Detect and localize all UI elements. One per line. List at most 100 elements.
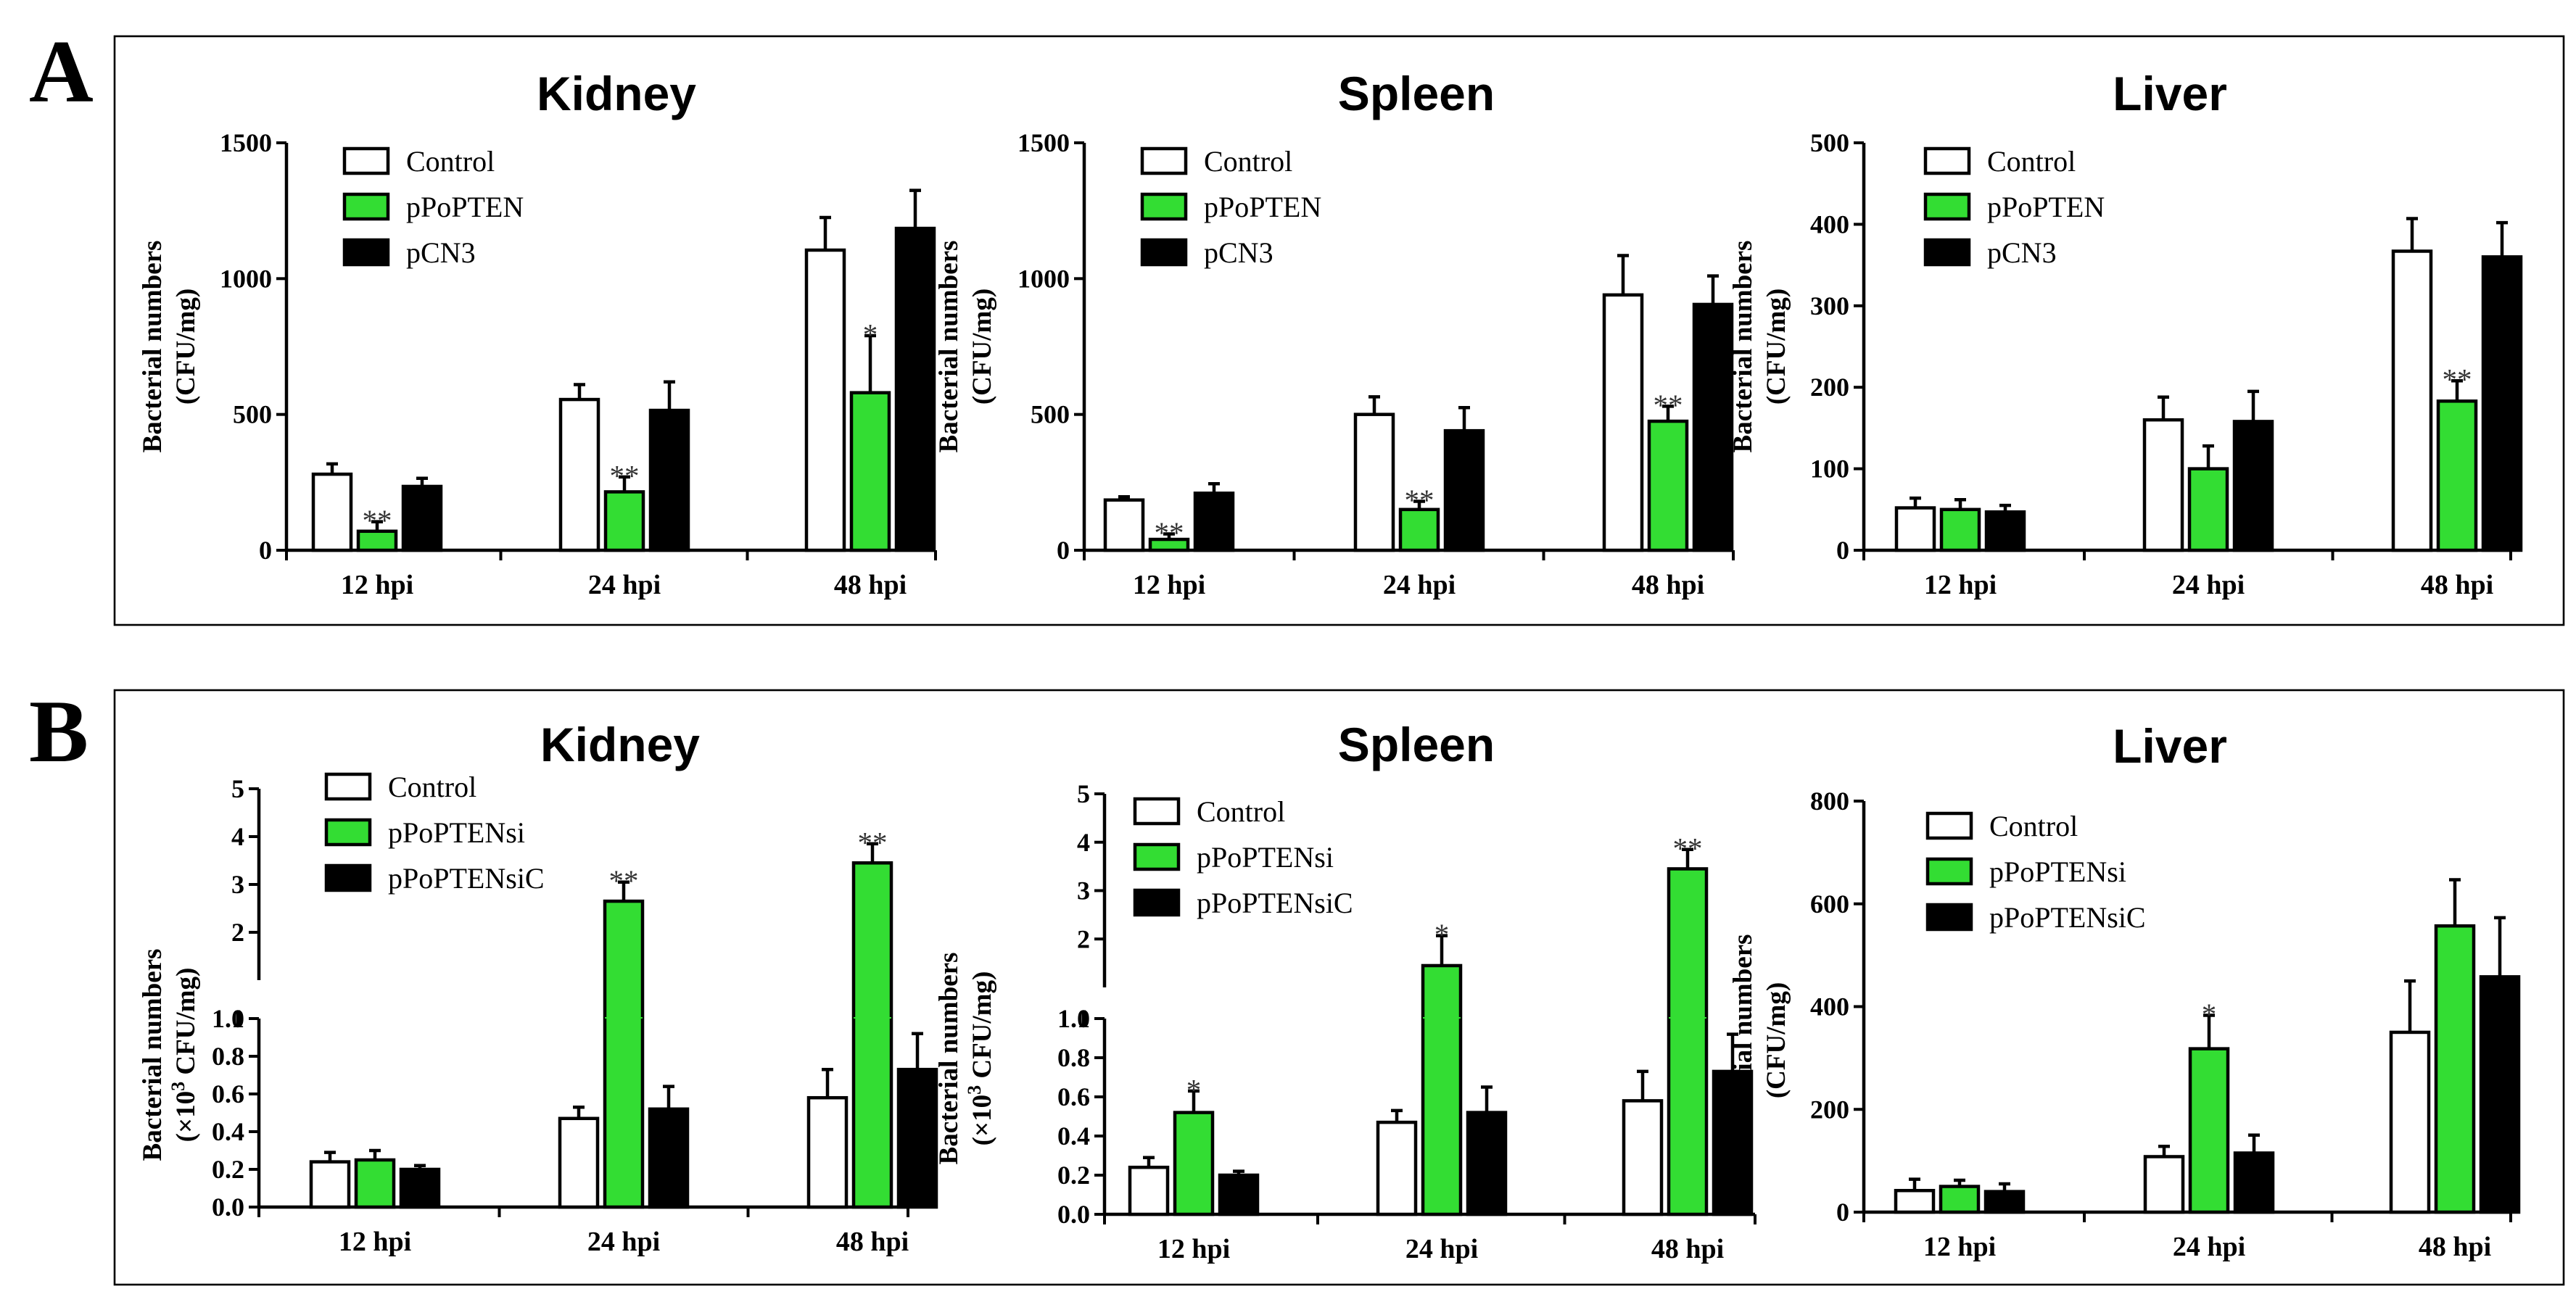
- error-bar: [414, 1164, 426, 1169]
- significance-mark: **: [363, 504, 392, 537]
- error-bar: [1458, 406, 1470, 431]
- y-tick-label: 4: [1077, 828, 1090, 857]
- error-bar: [2203, 444, 2214, 469]
- error-bar: [1909, 1177, 1920, 1191]
- error-bar: [2494, 916, 2506, 977]
- significance-mark: **: [610, 459, 640, 492]
- error-bar: [371, 520, 383, 531]
- bar-ppoptensi: [2188, 1047, 2230, 1214]
- error-bar: [2158, 1145, 2170, 1157]
- significance-mark: **: [609, 864, 639, 897]
- y-tick-label: 0.8: [1057, 1043, 1090, 1072]
- error-bar: [1910, 496, 1921, 508]
- legend-entry: Control: [1987, 145, 2076, 178]
- error-bar: [912, 1032, 923, 1070]
- error-bar: [369, 1148, 381, 1160]
- bar-pcn3: [2232, 420, 2274, 552]
- legend-swatch-ppopten: [1140, 192, 1188, 221]
- bar-control: [1128, 1165, 1170, 1216]
- bar-ppopten: [849, 391, 891, 552]
- y-axis-label-line1: Bacterial numbers: [1728, 241, 1758, 453]
- chart-title: Spleen: [1338, 718, 1495, 771]
- error-bar: [1954, 1178, 1965, 1187]
- x-category-label: 48 hpi: [1651, 1234, 1724, 1264]
- error-bar: [1707, 274, 1719, 304]
- bar-control: [311, 472, 353, 552]
- error-bar: [2404, 979, 2416, 1032]
- y-axis-label-sup: 3: [964, 1085, 985, 1095]
- legend-entry: Control: [388, 771, 476, 803]
- y-tick-label: 2: [1077, 924, 1090, 953]
- x-category-label: 24 hpi: [587, 1227, 660, 1257]
- bar-ppoptensic: [1983, 1190, 2026, 1214]
- y-tick-label: 0.2: [1057, 1161, 1090, 1190]
- y-tick-label: 400: [1810, 210, 1849, 239]
- y-tick-label: 1: [231, 1004, 244, 1033]
- significance-mark: **: [2443, 362, 2472, 396]
- error-bar: [1118, 494, 1130, 500]
- bar-ppoptensi: [2434, 924, 2476, 1214]
- y-axis-label-line2: (CFU/mg): [967, 289, 997, 405]
- y-axis-label: Bacterial numbers (×103 CFU/mg): [138, 949, 201, 1161]
- legend-swatch-ppoptensi: [324, 818, 372, 847]
- y-tick-label: 200: [1810, 1095, 1849, 1124]
- error-bar: [909, 188, 921, 229]
- y-tick-label: 3: [1077, 876, 1090, 905]
- y-tick-label: 500: [1810, 128, 1849, 157]
- panel-a-frame: [113, 35, 2565, 626]
- error-bar: [1143, 1156, 1155, 1168]
- y-tick-label: 1: [1077, 1004, 1090, 1033]
- x-category-label: 12 hpi: [341, 570, 413, 600]
- legend-swatch-ppoptensic: [324, 863, 372, 892]
- legend-swatch-control: [342, 146, 390, 175]
- legend-entry: Control: [1204, 145, 1292, 178]
- x-category-label: 48 hpi: [1632, 570, 1704, 600]
- y-axis-label-line1: Bacterial numbers: [934, 241, 964, 453]
- error-bar: [1391, 1108, 1403, 1123]
- bar-ppoptensi: [851, 861, 893, 1209]
- legend-entry: pPoPTENsi: [388, 816, 525, 849]
- chart-title: Kidney: [537, 67, 696, 120]
- legend-swatch-ppopten: [342, 192, 390, 221]
- error-bar: [618, 880, 629, 902]
- error-bar: [2248, 1133, 2260, 1153]
- legend-entry: pPoPTENsiC: [1197, 887, 1353, 919]
- bar-control: [2391, 249, 2433, 552]
- bar-pcn3: [1984, 510, 2026, 552]
- significance-mark: *: [1434, 918, 1450, 951]
- legend-swatch-control: [324, 772, 372, 801]
- legend-swatch-control: [1133, 797, 1181, 826]
- y-tick-label: 0: [259, 536, 272, 565]
- error-bar: [1481, 1085, 1493, 1113]
- bar-ppopten: [1398, 507, 1440, 552]
- y-tick-label: 0.0: [212, 1193, 244, 1222]
- legend-swatch-ppopten: [1923, 192, 1971, 221]
- bar-pcn3: [401, 484, 443, 552]
- legend-entry: Control: [1197, 795, 1285, 828]
- y-tick-label: 1.0: [212, 1004, 244, 1033]
- bar-control: [2143, 1155, 2185, 1214]
- bar-ppoptensic: [1218, 1173, 1260, 1216]
- bar-ppoptensi: [1173, 1111, 1215, 1216]
- bar-control: [2389, 1030, 2431, 1214]
- panel-a-letter: A: [29, 22, 94, 121]
- bar-ppoptensi: [603, 899, 645, 1209]
- bar-pcn3: [1692, 302, 1734, 552]
- x-category-label: 48 hpi: [836, 1227, 909, 1257]
- legend-entry: pPoPTEN: [1987, 191, 2105, 223]
- error-bar: [1413, 499, 1425, 510]
- significance-mark: **: [1673, 832, 1703, 865]
- error-bar: [573, 1105, 585, 1119]
- error-bar: [664, 380, 675, 411]
- x-category-label: 24 hpi: [2172, 570, 2245, 600]
- y-axis-label-line1: Bacterial numbers: [138, 949, 168, 1161]
- bar-control: [558, 397, 600, 552]
- x-category-label: 48 hpi: [2421, 570, 2493, 600]
- y-axis-label-line2b: CFU/mg): [171, 968, 201, 1082]
- legend-entry: pPoPTENsi: [1989, 855, 2126, 888]
- bar-ppoptensi: [354, 1158, 396, 1209]
- chart-title: Kidney: [540, 718, 700, 771]
- bar-ppopten: [2187, 467, 2229, 552]
